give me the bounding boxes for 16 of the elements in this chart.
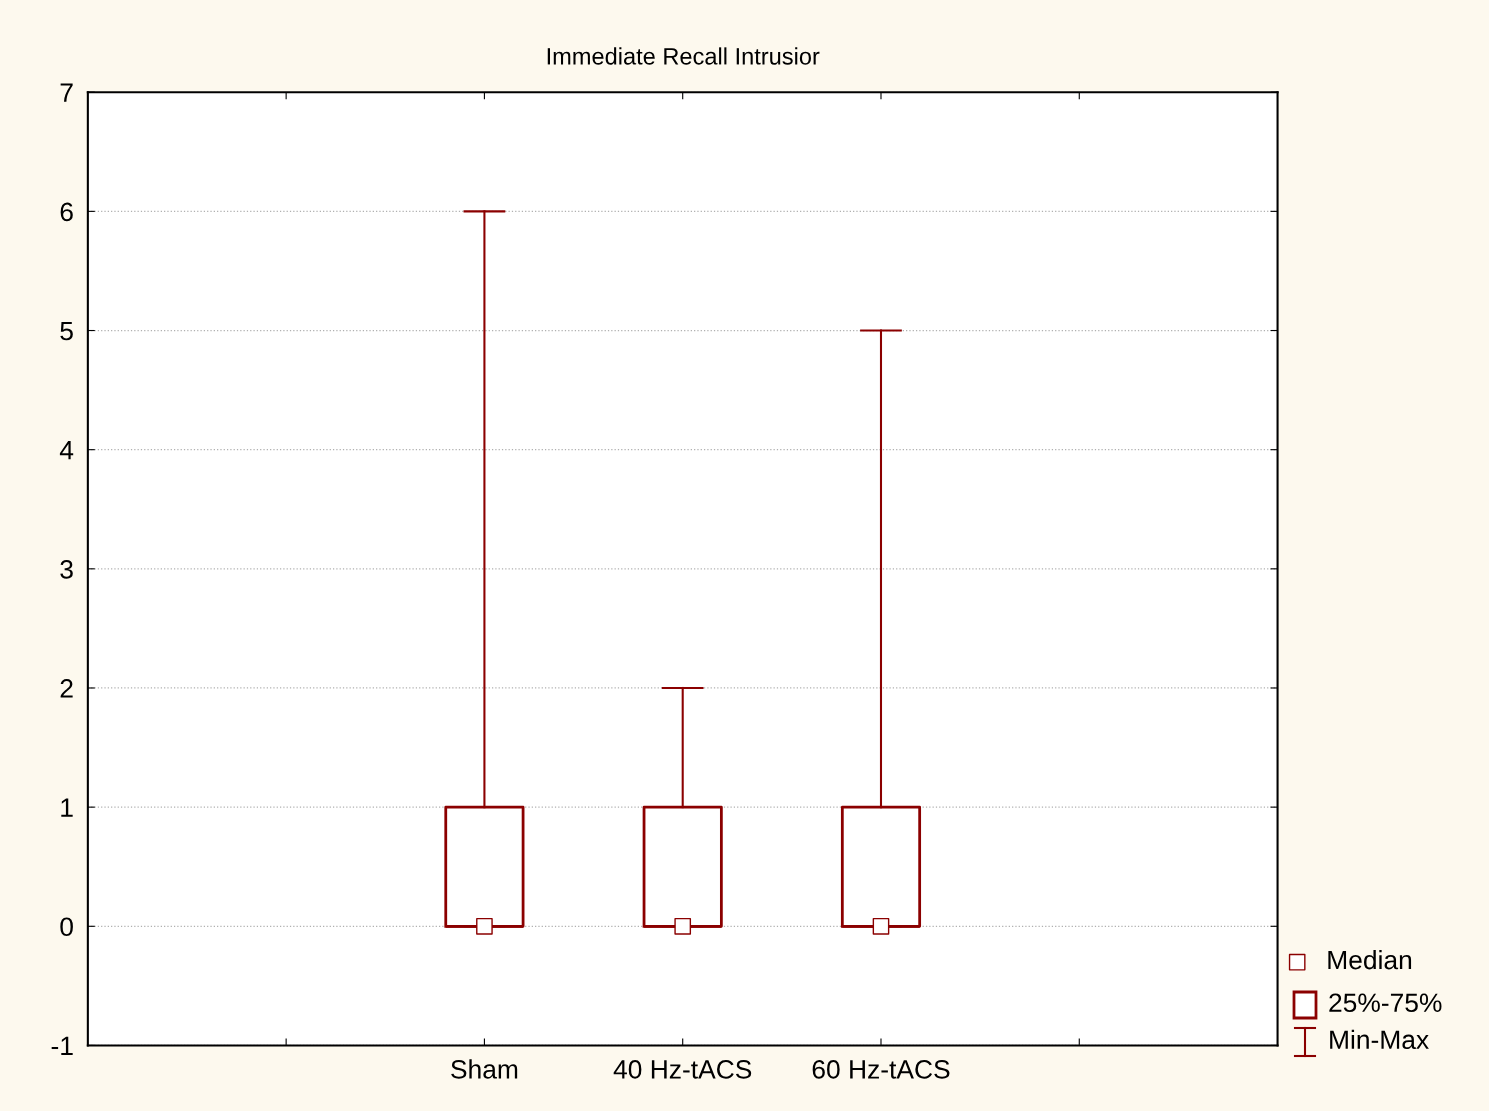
y-tick-label: 2 <box>60 679 73 698</box>
y-tick-label: -1 <box>51 1036 73 1056</box>
chart-title: Immediate Recall Intrusior <box>547 47 820 65</box>
y-tick-label: 5 <box>60 321 73 341</box>
y-tick-label: 0 <box>60 917 73 937</box>
x-tick-label: Sham <box>451 1059 518 1079</box>
x-tick-label: 40 Hz-tACS <box>613 1060 752 1079</box>
y-tick-label: 7 <box>60 83 73 102</box>
y-tick-label: 6 <box>60 202 73 222</box>
text: Min-Max <box>1330 1029 1429 1050</box>
y-tick-label: 4 <box>59 441 74 460</box>
text: 25%-75% <box>1329 993 1442 1013</box>
y-tick-label: 1 <box>61 798 73 817</box>
x-tick-label: 60 Hz-tACS <box>812 1060 950 1079</box>
y-tick-label: 3 <box>60 559 73 579</box>
legend-label: Median <box>1328 950 1412 970</box>
